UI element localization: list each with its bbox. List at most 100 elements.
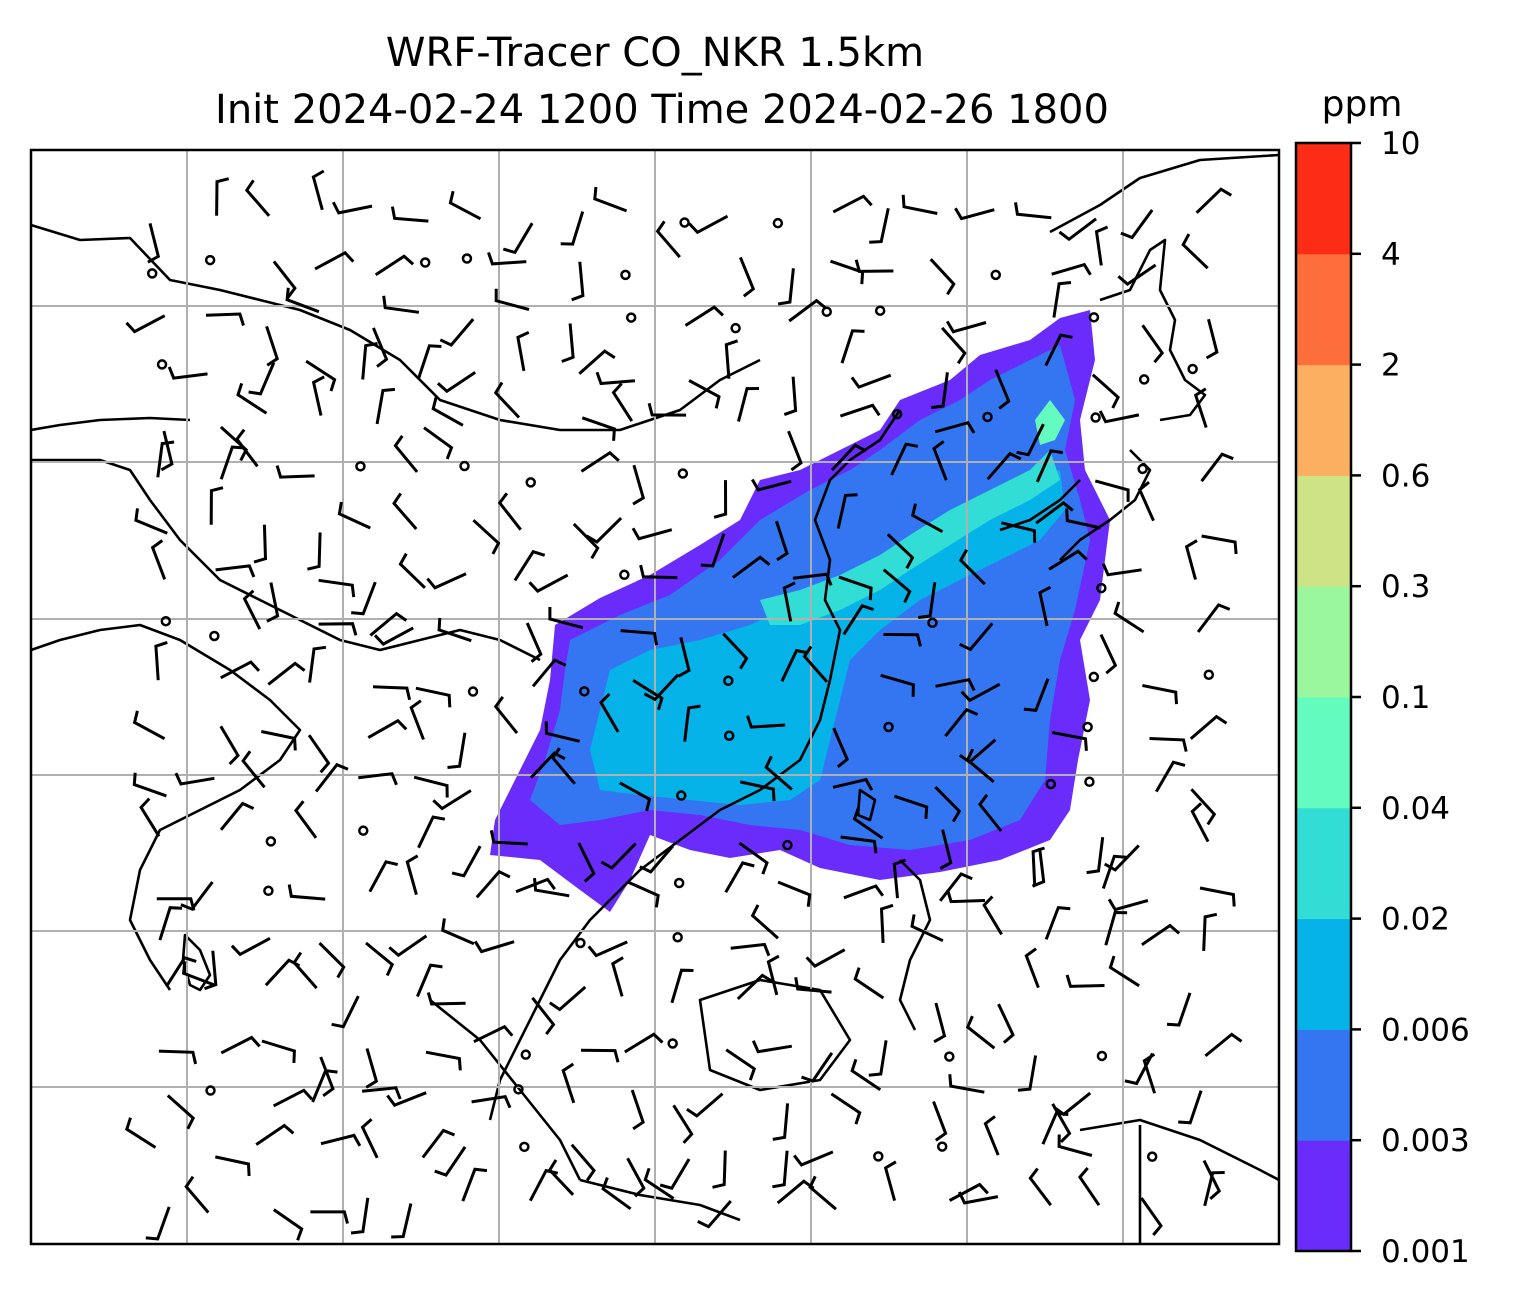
wind-barb	[205, 312, 245, 326]
wind-barb	[901, 194, 938, 215]
calm-wind-marker	[782, 839, 793, 851]
colorbar-segment	[1296, 475, 1351, 587]
wind-barb	[425, 1050, 462, 1071]
wind-barb	[215, 564, 256, 578]
wind-barb	[319, 1056, 335, 1098]
wind-barb	[267, 661, 306, 686]
wind-barb	[528, 1168, 559, 1202]
wind-barb	[580, 1048, 620, 1063]
wind-barb	[611, 382, 634, 422]
wind-barb	[639, 564, 678, 580]
wind-barb	[850, 1058, 882, 1091]
wind-barb	[1137, 480, 1155, 522]
wind-barb	[1142, 1053, 1157, 1094]
calm-wind-marker	[358, 825, 369, 836]
wind-barb	[367, 718, 408, 739]
wind-barb	[1141, 923, 1181, 946]
calm-wind-marker	[520, 1049, 532, 1060]
wind-barb	[272, 260, 297, 299]
wind-barb	[997, 1003, 1015, 1044]
wind-barb	[181, 961, 216, 987]
wind-barb	[832, 777, 874, 791]
wind-barb	[983, 1115, 1000, 1156]
wind-barb	[572, 522, 600, 560]
calm-wind-marker	[513, 1084, 524, 1095]
wind-barb	[337, 501, 371, 530]
wind-barb	[260, 730, 297, 751]
calm-wind-marker	[927, 617, 938, 629]
wind-barb	[390, 206, 429, 223]
wind-barb	[1196, 603, 1231, 633]
wind-barb	[1189, 714, 1228, 740]
wind-barb	[750, 904, 779, 940]
wind-barb	[802, 645, 829, 683]
wind-barb	[244, 179, 271, 217]
wind-barb	[1091, 373, 1120, 409]
wind-barb	[655, 220, 681, 259]
colorbar-tick-label: 0.003	[1381, 1123, 1470, 1159]
wind-barb	[125, 1117, 157, 1149]
calm-wind-marker	[1146, 1151, 1158, 1162]
calm-wind-marker	[982, 411, 993, 423]
wind-barb	[1058, 217, 1098, 242]
map-panel	[29, 148, 1281, 1246]
calm-wind-marker	[672, 931, 683, 943]
calm-wind-marker	[146, 268, 158, 279]
calm-wind-marker	[619, 569, 630, 581]
calm-wind-marker	[1203, 669, 1215, 680]
colorbar-segment	[1296, 143, 1351, 255]
wind-barb	[548, 985, 587, 1012]
wind-barb	[780, 648, 809, 682]
wind-barb	[365, 941, 395, 977]
wind-barb	[472, 519, 501, 555]
wind-barb	[451, 845, 482, 878]
wind-barb	[497, 492, 522, 531]
wind-barb	[994, 369, 1011, 410]
wind-barb	[1038, 585, 1052, 627]
wind-barb	[272, 1208, 304, 1241]
wind-barb	[840, 329, 865, 364]
wind-barb	[1044, 905, 1071, 940]
wind-barb	[320, 1133, 362, 1147]
wind-barb	[214, 1155, 251, 1177]
wind-barb	[647, 402, 687, 417]
wind-barb	[626, 880, 660, 908]
wind-barb	[886, 533, 915, 570]
wind-barb	[1193, 387, 1208, 429]
wind-barb	[165, 956, 197, 988]
wind-barb	[361, 1086, 402, 1100]
wind-barb	[929, 258, 956, 296]
colorbar-segment	[1296, 586, 1351, 698]
wind-barb	[305, 359, 337, 392]
colorbar-ticks: 0.001 0.003 0.006 0.02 0.04 0.1 0.3 0.6 2 4 10	[1351, 126, 1470, 1270]
wind-barb	[351, 581, 377, 616]
wind-barb	[272, 1088, 314, 1108]
calm-wind-marker	[730, 322, 741, 334]
wind-barb	[375, 387, 396, 425]
wind-barb	[1031, 846, 1045, 886]
wind-barb	[739, 256, 756, 298]
title-line-2: Init 2024-02-24 1200 Time 2024-02-26 180…	[215, 87, 1109, 133]
calm-wind-marker	[990, 269, 1002, 281]
wind-barb	[386, 1091, 427, 1108]
calm-wind-marker	[519, 1141, 530, 1153]
calm-wind-marker	[156, 359, 168, 370]
wind-barb	[415, 686, 452, 708]
wind-barb	[174, 772, 215, 786]
wind-barb	[513, 549, 546, 582]
wind-barb	[724, 861, 755, 894]
wind-barb	[139, 797, 161, 838]
wind-barb	[1178, 1090, 1203, 1125]
wind-barb	[732, 555, 771, 579]
wind-barb	[436, 371, 477, 394]
wind-barb	[417, 815, 446, 849]
wind-barb	[686, 1092, 724, 1118]
wind-barb	[311, 1068, 338, 1103]
calm-wind-marker	[723, 730, 735, 741]
wind-barb	[793, 1150, 834, 1167]
wind-barb	[314, 250, 355, 271]
wind-barb	[700, 533, 726, 568]
wind-barb	[393, 435, 419, 473]
calm-wind-marker	[1096, 582, 1107, 594]
wind-barb	[287, 884, 326, 901]
